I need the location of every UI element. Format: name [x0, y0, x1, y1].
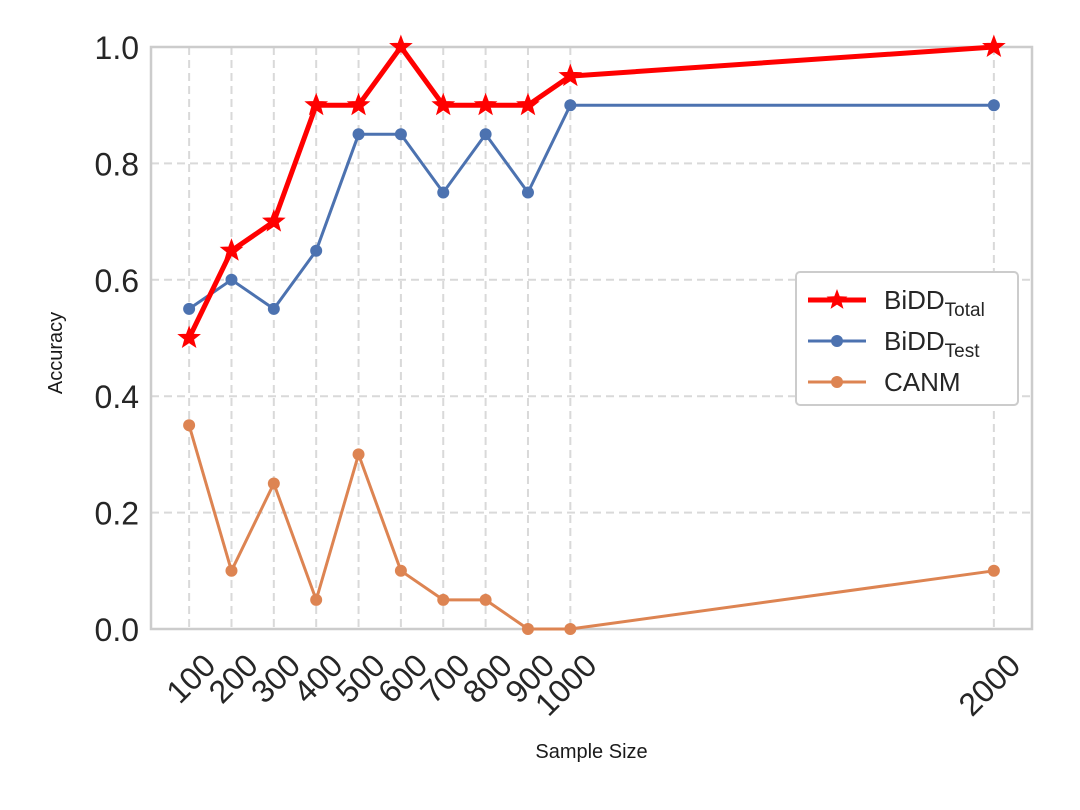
- legend-label-subscript: Total: [945, 300, 985, 321]
- y-axis-title: Accuracy: [45, 312, 67, 394]
- data-point: [473, 92, 498, 116]
- data-point: [982, 34, 1006, 58]
- data-point: [564, 623, 577, 635]
- data-point: [987, 564, 1000, 577]
- data-point: [346, 92, 371, 116]
- data-point: [225, 564, 238, 577]
- data-point: [521, 186, 534, 199]
- series-0: [177, 34, 1006, 349]
- series-2: [183, 419, 1000, 635]
- legend-label: BiDDTest: [884, 326, 980, 362]
- y-tick-label: 0.0: [95, 612, 139, 648]
- data-point: [389, 34, 413, 58]
- data-point: [183, 302, 196, 315]
- legend-entry: BiDDTest: [808, 326, 980, 362]
- legend-label-subscript: Test: [945, 341, 981, 362]
- data-point: [310, 244, 323, 257]
- legend-entry: BiDDTotal: [808, 285, 985, 321]
- data-point: [479, 593, 492, 606]
- data-point: [225, 273, 238, 286]
- legend-box: [795, 271, 1019, 406]
- data-point: [352, 448, 365, 461]
- data-point: [564, 99, 577, 112]
- legend-marker: [831, 376, 843, 388]
- legend-label-name: CANM: [884, 367, 961, 397]
- data-point: [262, 209, 286, 232]
- series-1: [183, 99, 1000, 315]
- series-line: [187, 423, 996, 631]
- data-point: [521, 623, 534, 635]
- legend-marker: [831, 335, 843, 347]
- plot-frame: [149, 45, 1034, 631]
- y-tick-label: 1.0: [95, 30, 139, 66]
- data-point: [177, 325, 201, 349]
- data-point: [987, 99, 1000, 112]
- y-tick-label: 0.6: [95, 263, 139, 299]
- data-point: [352, 128, 365, 141]
- y-tick-label: 0.2: [95, 496, 139, 532]
- data-point: [304, 92, 329, 116]
- legend-entry: CANM: [808, 367, 961, 397]
- data-point: [219, 238, 244, 261]
- x-axis-title: Sample Size: [535, 741, 647, 763]
- y-tick-label: 0.8: [95, 146, 139, 182]
- data-point: [431, 92, 456, 116]
- data-point: [394, 128, 407, 141]
- series-layer: [177, 34, 1006, 635]
- data-point: [394, 564, 407, 577]
- data-point: [310, 593, 323, 606]
- legend-label: CANM: [884, 367, 961, 397]
- legend-label: BiDDTotal: [884, 285, 985, 321]
- data-point: [437, 186, 450, 199]
- legend-label-name: BiDD: [884, 326, 945, 356]
- legend-marker: [826, 289, 848, 309]
- x-tick-label: 2000: [951, 647, 1027, 723]
- data-point: [558, 63, 583, 87]
- data-point: [267, 477, 280, 490]
- y-axis-ticks: 0.0 0.2 0.4 0.6 0.8 1.0: [95, 30, 139, 648]
- data-point: [267, 302, 280, 315]
- y-tick-label: 0.4: [95, 379, 139, 415]
- data-point: [437, 593, 450, 606]
- legend-label-name: BiDD: [884, 285, 945, 315]
- data-point: [183, 419, 196, 432]
- data-point: [479, 128, 492, 141]
- data-point: [516, 92, 540, 116]
